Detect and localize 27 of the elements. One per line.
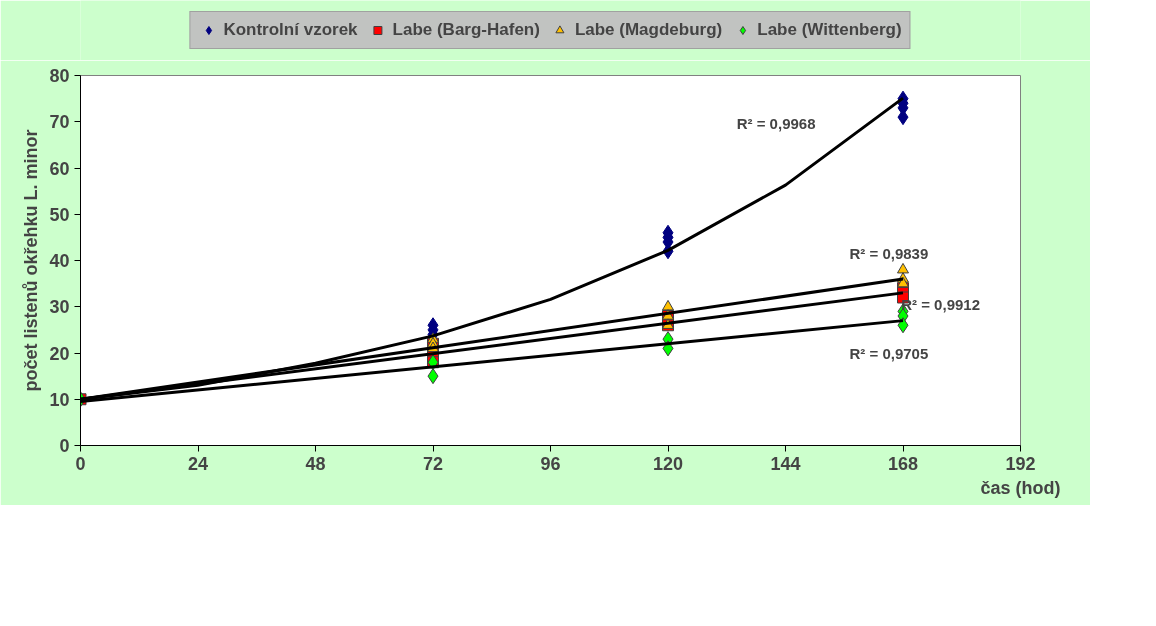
y-tick-label: 80 bbox=[49, 66, 70, 86]
annotation: R² = 0,9839 bbox=[849, 244, 929, 262]
x-tick-label: 192 bbox=[1005, 453, 1036, 474]
y-tick-label: 70 bbox=[49, 112, 70, 133]
y-tick-label: 50 bbox=[49, 204, 70, 225]
x-tick-label: 48 bbox=[305, 453, 326, 474]
y-tick-label: 30 bbox=[49, 297, 70, 318]
legend-label: Labe (Wittenberg) bbox=[757, 20, 902, 40]
x-axis-title: čas (hod) bbox=[980, 477, 1061, 498]
y-tick-label: 60 bbox=[49, 158, 70, 179]
x-tick-label: 72 bbox=[422, 453, 444, 474]
annotation: R² = 0,9705 bbox=[849, 344, 929, 362]
x-tick-label: 144 bbox=[770, 453, 801, 474]
legend-label: Labe (Barg-Hafen) bbox=[392, 20, 540, 40]
x-tick-label: 168 bbox=[887, 453, 919, 474]
x-tick-label: 24 bbox=[187, 453, 209, 474]
annotation: R² = 0,9968 bbox=[736, 115, 816, 133]
y-tick-label: 20 bbox=[49, 343, 70, 364]
x-tick-label: 120 bbox=[652, 453, 684, 474]
y-tick-label: 40 bbox=[49, 251, 70, 271]
legend-label: Kontrolní vzorek bbox=[223, 20, 358, 40]
y-tick-label: 10 bbox=[49, 389, 70, 410]
legend-label: Labe (Magdeburg) bbox=[574, 20, 723, 40]
y-tick-label: 0 bbox=[59, 436, 70, 456]
y-axis-title: počet listenů okřehku L. minor bbox=[21, 129, 42, 392]
x-tick-label: 96 bbox=[540, 453, 561, 474]
x-tick-label: 0 bbox=[75, 453, 86, 474]
